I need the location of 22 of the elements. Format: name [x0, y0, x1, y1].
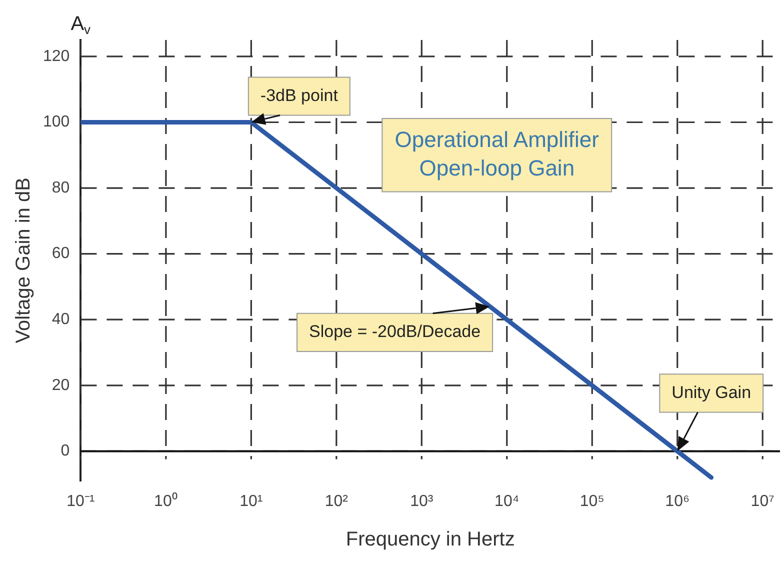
y-tick-label: 60 — [52, 245, 70, 262]
x-tick-label: 10⁴ — [494, 492, 520, 510]
x-tick-label: 10⁰ — [154, 492, 178, 510]
annotation: -3dB point — [260, 86, 338, 105]
y-tick-label: 80 — [52, 179, 70, 196]
y-tick-label: 20 — [52, 376, 70, 394]
y-tick-label: 0 — [60, 442, 70, 460]
y-tick-label: 40 — [52, 311, 70, 328]
y-axis-title: Voltage Gain in dB — [12, 178, 35, 344]
x-axis-title: Frequency in Hertz — [346, 528, 515, 551]
y-tick-label: 100 — [42, 114, 70, 131]
annotation: Unity Gain — [672, 382, 752, 402]
x-tick-label: 10⁶ — [665, 492, 690, 510]
text: Operational Amplifier Open-loop Gain — [394, 126, 599, 180]
x-tick-label: 10⁻¹ — [66, 492, 95, 510]
x-tick-label: 10⁷ — [750, 492, 775, 510]
annotation: Slope = -20dB/Decade — [309, 322, 481, 342]
y-tick-label: 120 — [42, 48, 70, 65]
x-tick-label: 10² — [324, 492, 349, 510]
x-tick-label: 10¹ — [240, 492, 263, 510]
x-tick-label: 10⁵ — [580, 492, 604, 510]
x-tick-label: 10³ — [410, 492, 434, 510]
